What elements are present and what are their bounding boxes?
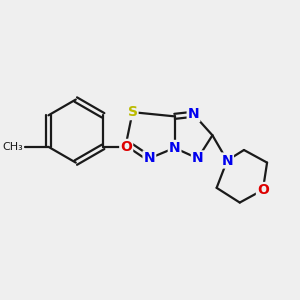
Text: N: N <box>143 152 155 165</box>
Text: N: N <box>169 141 180 155</box>
Text: O: O <box>257 183 269 197</box>
Text: O: O <box>120 140 132 154</box>
Text: N: N <box>221 154 233 167</box>
Text: N: N <box>192 152 203 165</box>
Text: S: S <box>128 105 137 119</box>
Text: CH₃: CH₃ <box>2 142 23 152</box>
Text: N: N <box>188 107 199 121</box>
